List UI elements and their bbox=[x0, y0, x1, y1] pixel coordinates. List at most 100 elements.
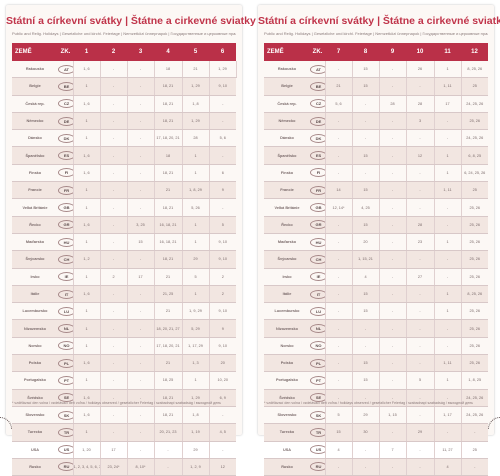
holiday-dates-cell: - bbox=[324, 389, 352, 407]
holiday-dates-cell: - bbox=[324, 164, 352, 183]
holiday-dates-cell: 1, 19 bbox=[181, 423, 209, 442]
holiday-dates-cell: 1, 6 bbox=[72, 285, 100, 304]
table-row: Slovensko SK 5 29 1, 15-1, 17 24, 25, 26 bbox=[264, 406, 488, 425]
holiday-dates-cell: - bbox=[378, 77, 406, 96]
country-code-badge: CZ bbox=[58, 99, 73, 109]
table-row: Nizozemsko NL - - - - -25, 26 bbox=[264, 319, 488, 338]
holiday-dates-cell: - bbox=[378, 319, 406, 338]
country-code-cell: LU bbox=[58, 302, 73, 321]
country-code-badge: PT bbox=[310, 375, 325, 385]
holiday-dates-cell: - bbox=[324, 337, 352, 356]
country-code-badge: HU bbox=[310, 237, 325, 247]
holiday-dates-cell: 1, 2, 9 bbox=[181, 458, 209, 476]
holiday-dates-cell: 18, 21 bbox=[153, 95, 182, 113]
holiday-dates-cell: 1, 11 bbox=[433, 354, 461, 373]
holiday-dates-cell: - bbox=[433, 129, 461, 148]
holiday-dates-cell: - bbox=[99, 423, 127, 442]
holiday-dates-cell: 1 bbox=[72, 129, 100, 148]
country-code-badge: NO bbox=[310, 341, 325, 351]
country-name: Řecko bbox=[264, 216, 310, 234]
holiday-dates-cell: - bbox=[351, 129, 379, 148]
table-row: Portugalsko PT 1- -18, 25 1 10, 20 bbox=[12, 371, 236, 390]
holiday-dates-cell: 18, 21 bbox=[153, 389, 182, 407]
country-code-cell: PT bbox=[58, 371, 73, 390]
holiday-dates-cell: - bbox=[99, 302, 127, 321]
holiday-dates-cell: - bbox=[99, 164, 127, 183]
holiday-dates-cell: 28 bbox=[378, 95, 406, 113]
holiday-dates-cell: 1 bbox=[433, 302, 461, 321]
holiday-dates-cell: 21, 25 bbox=[153, 285, 182, 304]
country-code-cell: RU bbox=[58, 458, 73, 476]
country-code-badge: NL bbox=[310, 324, 325, 334]
holiday-dates-cell: - bbox=[126, 181, 154, 200]
holiday-dates-cell: - bbox=[378, 146, 406, 165]
country-code-badge: TR bbox=[310, 427, 325, 437]
holiday-dates-cell: - bbox=[99, 406, 127, 425]
holiday-dates-cell: 29 bbox=[405, 423, 434, 442]
holiday-dates-cell: 8, 10* bbox=[126, 458, 154, 476]
country-name: Slovensko bbox=[12, 406, 58, 425]
holiday-dates-cell: 1, 17 bbox=[433, 406, 461, 425]
holiday-dates-cell: - bbox=[405, 319, 434, 338]
country-name: Maďarsko bbox=[12, 233, 58, 252]
holiday-dates-cell: 5, 6 bbox=[208, 129, 236, 148]
country-code-badge: RU bbox=[310, 462, 325, 472]
holiday-dates-cell: 29 bbox=[181, 250, 209, 269]
holiday-dates-cell: - bbox=[324, 354, 352, 373]
country-code-badge: CZ bbox=[310, 99, 325, 109]
country-code-cell: GB bbox=[310, 198, 325, 217]
holiday-dates-cell: 1, 11 bbox=[433, 77, 461, 96]
country-code-cell: ES bbox=[58, 146, 73, 165]
holiday-dates-cell: 1, 6 bbox=[72, 354, 100, 373]
holiday-dates-cell: 12 bbox=[208, 458, 236, 476]
country-code-cell: SK bbox=[58, 406, 73, 425]
table-row: Portugalsko PT -15-5 1 1, 8, 25 bbox=[264, 371, 488, 390]
holiday-dates-cell: 18, 21 bbox=[153, 164, 182, 183]
table-row: Slovensko SK 1, 6- -18, 21 1, 8- bbox=[12, 406, 236, 425]
holiday-dates-cell: - bbox=[126, 112, 154, 131]
page-title: Státní a církevní svátky | Štátne a cirk… bbox=[6, 15, 256, 27]
country-name: Maďarsko bbox=[264, 233, 310, 252]
country-name: USA bbox=[264, 441, 310, 459]
page-subtitle: Public and Relig. Holidays | Gesetzliche… bbox=[12, 31, 236, 36]
holiday-dates-cell: 3, 25 bbox=[126, 216, 154, 234]
holiday-dates-cell: 6 bbox=[208, 164, 236, 183]
holiday-dates-cell: 1, 11 bbox=[433, 181, 461, 200]
table-row: Turecko TR 1- -20, 21, 23 1, 19 4, 5 bbox=[12, 423, 236, 442]
holiday-dates-cell: 20 bbox=[351, 233, 379, 252]
table-row: Řecko GR -15-28-25, 26 bbox=[264, 216, 488, 234]
holiday-dates-cell: 15 bbox=[351, 61, 379, 79]
country-code-badge: GR bbox=[310, 220, 325, 230]
holiday-dates-cell: - bbox=[99, 146, 127, 165]
holiday-dates-cell: 25 bbox=[460, 181, 488, 200]
holiday-dates-cell: - bbox=[351, 164, 379, 183]
holiday-dates-cell: 11, 27 bbox=[433, 441, 461, 459]
table-row: Lucembursko LU -15- -1 25, 26 bbox=[264, 302, 488, 321]
holiday-dates-cell: - bbox=[126, 354, 154, 373]
holiday-dates-cell: - bbox=[126, 371, 154, 390]
table-row: Belgie BE 21 15- -1, 11 25 bbox=[264, 77, 488, 96]
holiday-dates-cell: 16, 18, 21 bbox=[153, 233, 182, 252]
holiday-dates-cell: 17, 18, 20, 21 bbox=[153, 337, 182, 356]
holiday-dates-cell: 1 bbox=[72, 319, 100, 338]
holiday-dates-cell: 29 bbox=[351, 406, 379, 425]
country-code-cell: BE bbox=[310, 77, 325, 96]
holiday-dates-cell: 21 bbox=[153, 354, 182, 373]
country-name: Norsko bbox=[12, 337, 58, 356]
holiday-dates-cell: 1 bbox=[72, 423, 100, 442]
holiday-dates-cell: - bbox=[378, 354, 406, 373]
table-row: Polsko PL 1, 6- -21 1, 3 20 bbox=[12, 354, 236, 373]
holiday-dates-cell: 1, 6 bbox=[72, 164, 100, 183]
country-code-cell: FI bbox=[310, 164, 325, 183]
holiday-dates-cell: 1 bbox=[72, 77, 100, 96]
holiday-dates-cell: - bbox=[433, 337, 461, 356]
holiday-dates-cell: 1, 29 bbox=[181, 112, 209, 131]
holiday-dates-cell: - bbox=[433, 216, 461, 234]
table-row: Rusko RU - - - -4- bbox=[264, 458, 488, 476]
country-code-badge: US bbox=[58, 445, 73, 455]
holiday-dates-cell: - bbox=[208, 441, 236, 459]
country-code-cell: SE bbox=[58, 389, 73, 407]
country-code-badge: IE bbox=[58, 272, 73, 282]
holiday-dates-cell: - bbox=[324, 268, 352, 286]
holiday-dates-cell: - bbox=[405, 337, 434, 356]
